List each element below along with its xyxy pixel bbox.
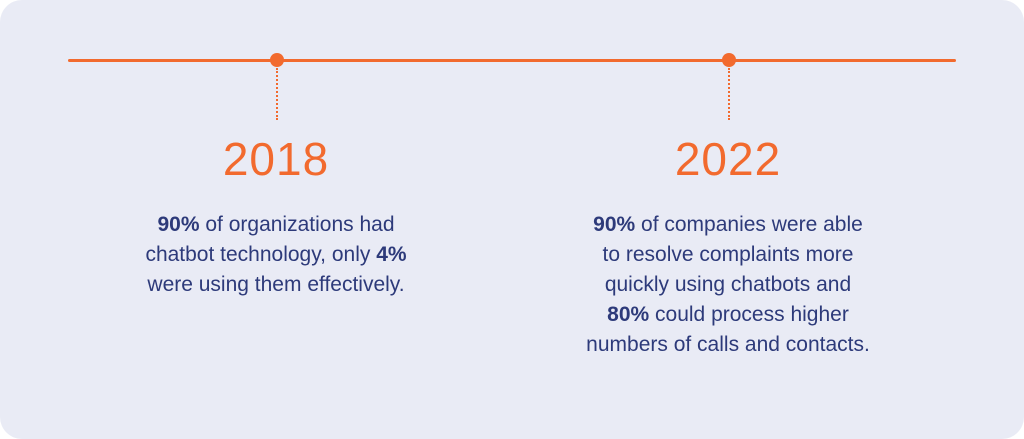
milestone-description-2022: 90% of companies were able to resolve com… [528,210,928,360]
milestone-description-2018: 90% of organizations had chatbot technolo… [76,210,476,300]
description-line: chatbot technology, only 4% [76,240,476,270]
description-line: 90% of organizations had [76,210,476,240]
timeline-line [68,59,956,62]
description-line: to resolve complaints more [528,240,928,270]
description-line: 90% of companies were able [528,210,928,240]
stat-highlight: 4% [376,243,407,266]
milestone-year-2022: 2022 [674,133,782,185]
stat-highlight: 80% [607,303,650,326]
description-line: 80% could process higher [528,300,928,330]
description-line: quickly using chatbots and [528,270,928,300]
milestone-year-2018: 2018 [222,133,330,185]
milestone-connector-2018 [276,68,278,120]
milestone-dot-2018 [270,53,284,67]
milestone-connector-2022 [728,68,730,120]
description-text: quickly using chatbots and [604,273,852,296]
description-text: numbers of calls and contacts. [586,333,870,356]
description-text: to resolve complaints more [602,243,854,266]
stat-highlight: 90% [593,213,636,236]
description-text: could process higher [649,303,849,326]
milestone-dot-2022 [722,53,736,67]
description-line: were using them effectively. [76,270,476,300]
description-line: numbers of calls and contacts. [528,330,928,360]
description-text: chatbot technology, only [145,243,377,266]
description-text: were using them effectively. [147,273,405,296]
stat-highlight: 90% [157,213,200,236]
description-text: of organizations had [199,213,395,236]
description-text: of companies were able [635,213,863,236]
